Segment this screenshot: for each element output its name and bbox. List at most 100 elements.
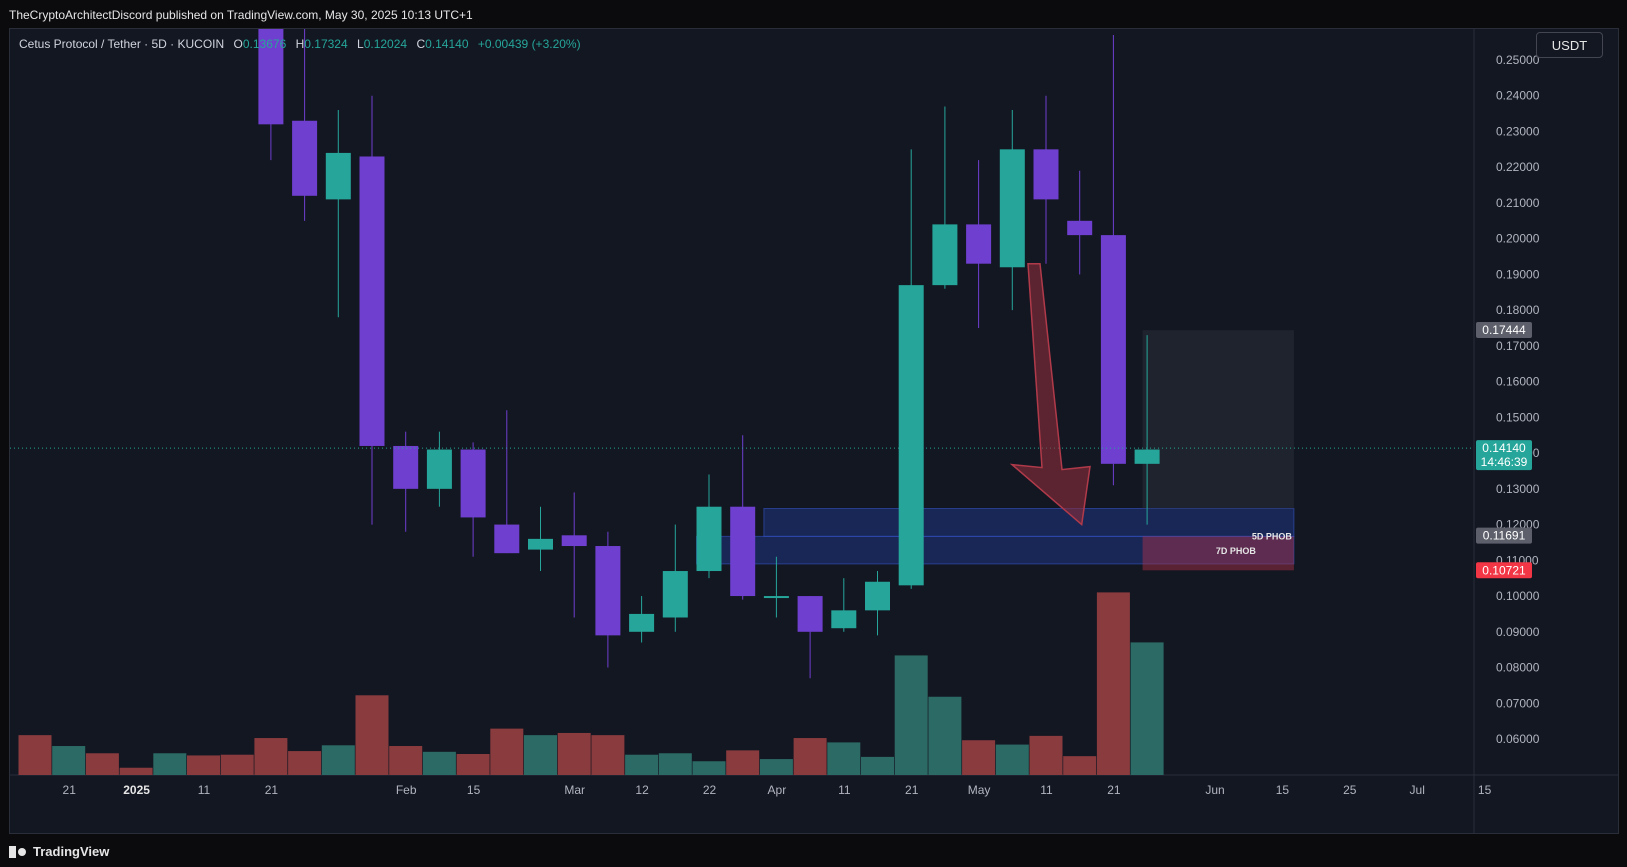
y-tick-label: 0.10000 <box>1496 589 1540 603</box>
price-tag-bg <box>1476 527 1532 544</box>
x-tick-label: 15 <box>1276 783 1290 797</box>
x-tick-label: 11 <box>1040 783 1053 797</box>
tradingview-logo-icon <box>9 845 27 858</box>
currency-button[interactable]: USDT <box>1536 32 1603 58</box>
candle-body <box>1100 235 1126 464</box>
x-tick-label: 12 <box>635 783 649 797</box>
zone-label: 7D PHOB <box>1216 546 1257 556</box>
y-tick-label: 0.15000 <box>1496 410 1540 424</box>
y-tick-label: 0.25000 <box>1496 53 1540 67</box>
candle-body <box>1067 220 1093 236</box>
y-tick-label: 0.20000 <box>1496 232 1540 246</box>
x-tick-label: 22 <box>703 783 717 797</box>
volume-bar <box>220 754 254 775</box>
x-tick-label: 21 <box>265 783 279 797</box>
chart-panel[interactable]: 0.25000 0.24000 0.23000 0.22000 0.21000 0.200… <box>9 28 1619 834</box>
candle-body <box>325 152 351 200</box>
candle-body <box>763 596 789 599</box>
volume-bar <box>52 746 86 775</box>
volume-bar <box>726 750 760 775</box>
volume-bar <box>894 655 928 775</box>
candle-body <box>528 538 553 550</box>
open-label: O <box>233 37 243 51</box>
volume-bar <box>355 695 389 775</box>
candle-body <box>898 285 924 586</box>
volume-bar <box>254 738 288 775</box>
volume-bar <box>456 753 490 775</box>
x-tick-label: May <box>968 783 991 797</box>
x-tick-label: 21 <box>63 783 77 797</box>
x-tick-label: 25 <box>1343 783 1357 797</box>
projection-loss-box <box>1142 536 1294 571</box>
y-tick-label: 0.13000 <box>1496 482 1540 496</box>
candle-body <box>1134 449 1160 464</box>
volume-bar <box>827 742 861 775</box>
candle-body <box>662 571 688 618</box>
volume-bar <box>422 751 456 775</box>
volume-bar <box>928 696 962 775</box>
volume-bar <box>321 745 355 775</box>
y-tick-label: 0.18000 <box>1496 303 1540 317</box>
x-tick-label: Apr <box>768 783 787 797</box>
change-value: +0.00439 (+3.20%) <box>477 37 581 51</box>
volume-bar <box>288 751 322 775</box>
x-tick-label: Jul <box>1410 783 1425 797</box>
candle-body <box>865 581 890 611</box>
volume-bar <box>1130 642 1164 775</box>
candle-body <box>258 29 284 125</box>
y-tick-label: 0.22000 <box>1496 160 1540 174</box>
candle-body <box>831 610 857 629</box>
candle-body <box>292 120 318 196</box>
volume-bar <box>591 735 625 775</box>
candle-body <box>1033 149 1059 200</box>
y-tick-label: 0.16000 <box>1496 375 1540 389</box>
y-tick-label: 0.08000 <box>1496 661 1540 675</box>
x-tick-label: 21 <box>905 783 919 797</box>
open-value: 0.13676 <box>242 37 287 51</box>
y-tick-label: 0.09000 <box>1496 625 1540 639</box>
volume-bar <box>18 735 52 775</box>
candle-body <box>393 445 419 489</box>
candle-body <box>426 449 452 489</box>
volume-bar <box>85 753 119 775</box>
x-tick-label: 11 <box>198 783 211 797</box>
volume-bar <box>119 767 153 775</box>
publisher-line: TheCryptoArchitectDiscord published on T… <box>9 8 473 22</box>
close-value: 0.14140 <box>425 37 469 51</box>
price-chart[interactable]: 0.25000 0.24000 0.23000 0.22000 0.21000 0.200… <box>10 29 1618 833</box>
volume-bar <box>658 753 692 775</box>
low-label: L <box>357 37 364 51</box>
volume-bar <box>995 744 1029 775</box>
candle-body <box>696 506 722 572</box>
x-tick-label: 21 <box>1107 783 1121 797</box>
down-arrow <box>1009 262 1091 527</box>
zone-label: 5D PHOB <box>1252 531 1293 541</box>
brand: TradingView <box>9 844 109 859</box>
volume-bar <box>524 735 557 775</box>
y-tick-label: 0.23000 <box>1496 124 1540 138</box>
last-price-tag: 0.14140 <box>1482 441 1526 455</box>
projection-box <box>1142 330 1294 509</box>
x-tick-label: 2025 <box>123 783 150 797</box>
volume-bar <box>1029 735 1063 775</box>
high-value: 0.17324 <box>304 37 348 51</box>
price-tag: 0.11691 <box>1483 529 1526 543</box>
volume-bar <box>962 740 996 775</box>
y-tick-label: 0.17000 <box>1496 339 1540 353</box>
volume-bar <box>153 753 187 775</box>
y-tick-label: 0.19000 <box>1496 267 1540 281</box>
x-tick-label: Jun <box>1205 783 1224 797</box>
candle-body <box>359 156 385 446</box>
candle-body <box>595 546 621 636</box>
candle-body <box>966 224 992 264</box>
footer-bar: TradingView <box>0 834 1627 867</box>
x-tick-label: Feb <box>396 783 417 797</box>
last-price-tag-bg <box>1476 440 1532 471</box>
candle-body <box>932 224 958 286</box>
volume-bar <box>389 746 423 775</box>
last-price-tag-countdown: 14:46:39 <box>1481 455 1528 469</box>
price-tag: 0.10721 <box>1482 563 1526 577</box>
price-tag-bg <box>1476 322 1532 339</box>
y-tick-label: 0.21000 <box>1496 196 1540 210</box>
high-label: H <box>295 37 305 51</box>
